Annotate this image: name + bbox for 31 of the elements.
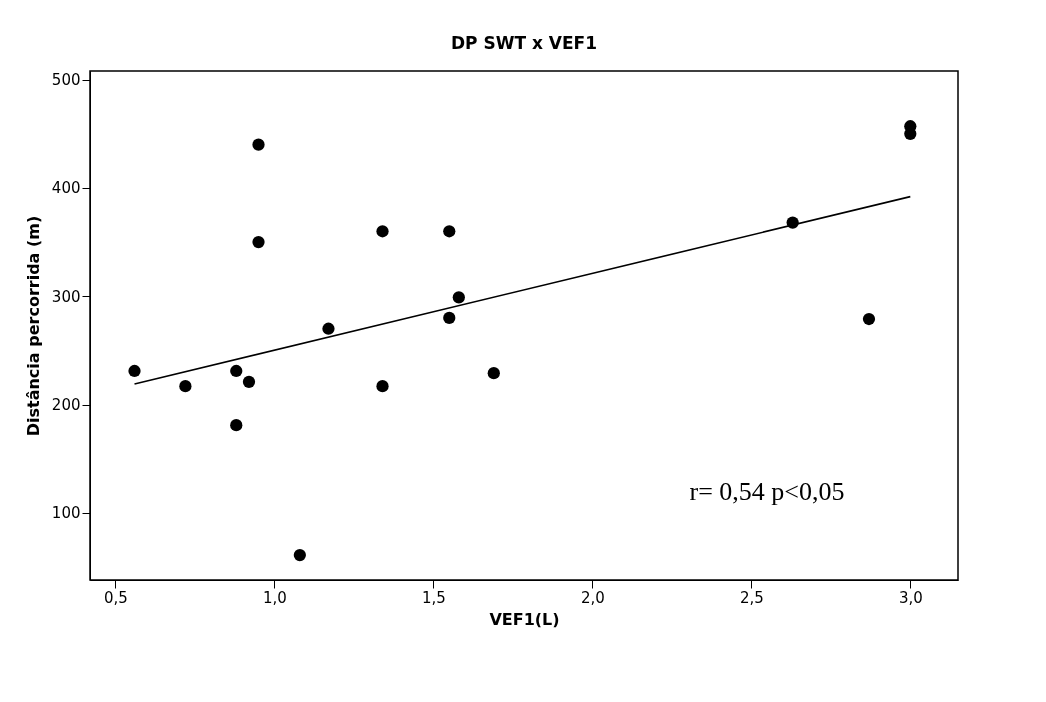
point: [252, 236, 265, 249]
point: [128, 364, 141, 378]
annotation: r= 0,54 p<0,05: [689, 477, 845, 506]
point: [179, 380, 192, 393]
point: [443, 311, 456, 325]
point: [242, 375, 256, 388]
point: [230, 364, 243, 378]
y-tick-label: 500: [51, 71, 81, 90]
point: [452, 291, 465, 304]
y-tick-label: 200: [51, 396, 81, 415]
y-tick-label: 100: [51, 504, 81, 523]
x-tick-label: 2,5: [739, 588, 764, 607]
point: [293, 548, 306, 562]
x-tick-label: 1,5: [421, 588, 446, 607]
point: [487, 367, 500, 380]
x-axis-title: VEF1(L): [489, 609, 560, 629]
y-axis-title: Distância percorrida (m): [23, 215, 43, 437]
point: [443, 225, 456, 238]
point: [376, 225, 389, 238]
point: [376, 380, 389, 393]
chart-title: DP SWT x VEF1: [450, 33, 598, 53]
x-tick-label: 3,0: [898, 588, 923, 607]
y-tick-label: 300: [51, 287, 81, 306]
point: [230, 419, 243, 432]
x-tick-label: 0,5: [104, 588, 128, 607]
point: [322, 322, 335, 335]
y-tick-label: 400: [51, 179, 81, 198]
x-tick-label: 1,0: [262, 588, 287, 607]
point: [862, 312, 876, 326]
point: [252, 138, 265, 151]
x-tick-label: 2,0: [580, 588, 605, 607]
